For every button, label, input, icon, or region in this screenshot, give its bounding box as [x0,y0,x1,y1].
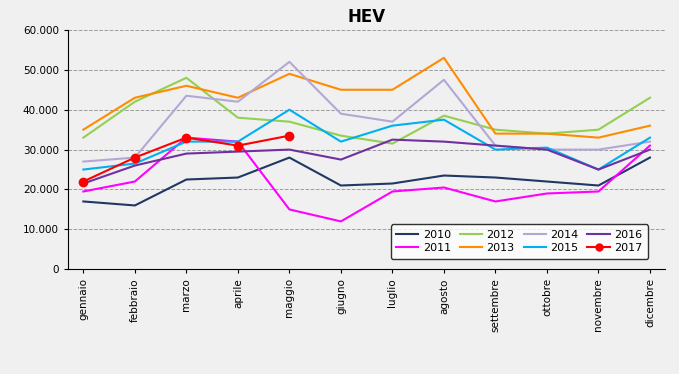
Title: HEV: HEV [348,7,386,25]
Legend: 2010, 2011, 2012, 2013, 2014, 2015, 2016, 2017: 2010, 2011, 2012, 2013, 2014, 2015, 2016… [390,224,648,259]
